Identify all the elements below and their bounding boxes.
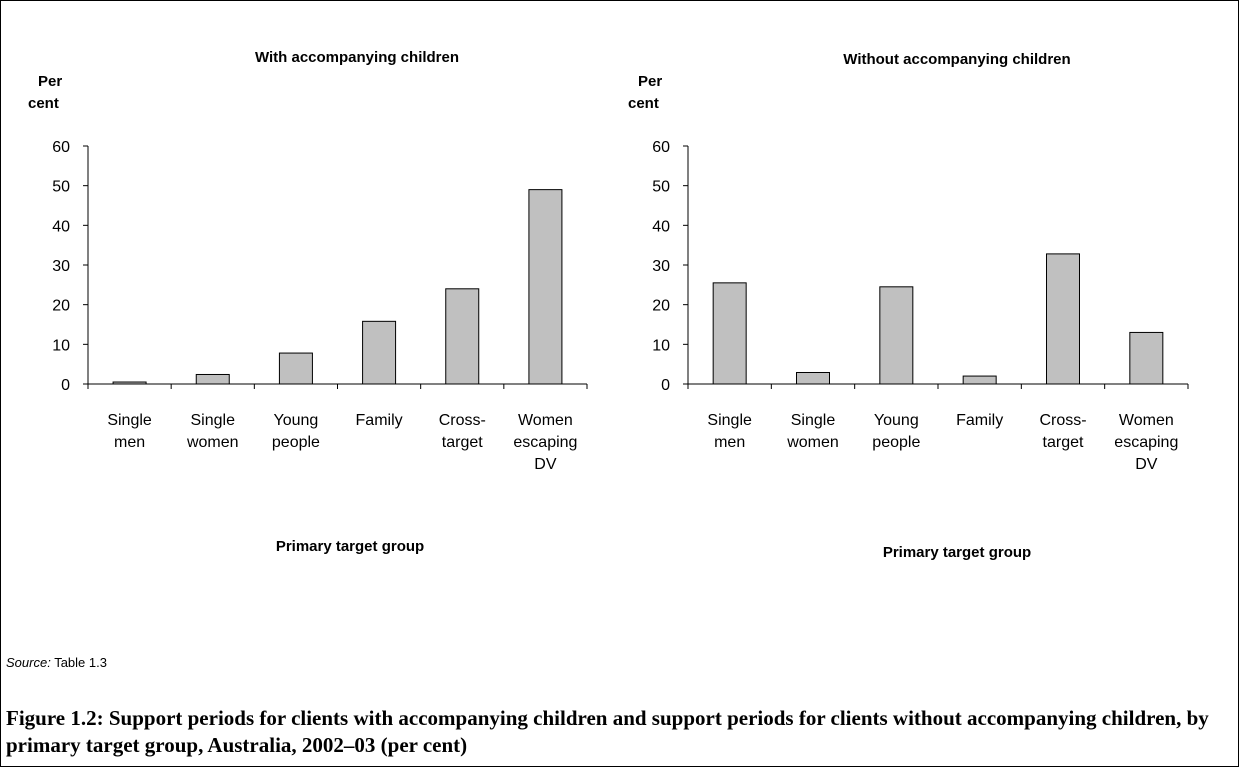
x-tick-label: Cross- bbox=[1039, 412, 1086, 429]
y-axis-label-line2: cent bbox=[628, 95, 659, 112]
y-tick-label: 20 bbox=[652, 298, 670, 315]
y-tick-label: 60 bbox=[52, 139, 70, 156]
bar-left-5 bbox=[528, 189, 563, 385]
source-text: Table 1.3 bbox=[50, 655, 107, 670]
y-tick-label: 60 bbox=[652, 139, 670, 156]
y-tick-label: 40 bbox=[652, 218, 670, 235]
chart-title: Without accompanying children bbox=[843, 51, 1070, 68]
y-tick-label: 50 bbox=[652, 179, 670, 196]
y-tick-label: 40 bbox=[52, 218, 70, 235]
y-axis-label-line2: cent bbox=[28, 95, 59, 112]
x-tick-label: people bbox=[272, 434, 320, 451]
x-tick-label: target bbox=[1043, 434, 1084, 451]
y-axis-label-line1: Per bbox=[38, 73, 62, 90]
chart-with-children: With accompanying children Per cent 0 10 20 30… bbox=[28, 49, 588, 555]
x-tick-label: escaping bbox=[1114, 434, 1178, 451]
x-tick-label: Young bbox=[874, 412, 919, 429]
bar-right-4 bbox=[1046, 253, 1080, 385]
x-tick-label: escaping bbox=[513, 434, 577, 451]
charts-svg: With accompanying children Per cent 0 10 20 30… bbox=[28, 49, 1189, 561]
x-tick-label: Women bbox=[1119, 412, 1174, 429]
x-tick-label: Family bbox=[956, 412, 1003, 429]
chart-title: With accompanying children bbox=[255, 49, 459, 66]
y-tick-label: 30 bbox=[652, 258, 670, 275]
bar-right-1 bbox=[796, 371, 830, 385]
bar-left-1 bbox=[195, 373, 230, 385]
bar-left-2 bbox=[278, 352, 313, 385]
bar-left-0 bbox=[112, 381, 147, 385]
x-axis-label: Primary target group bbox=[883, 544, 1031, 561]
x-tick-label: Single bbox=[191, 412, 236, 429]
y-tick-label: 30 bbox=[52, 258, 70, 275]
bar-left-4 bbox=[445, 288, 480, 385]
y-tick-label: 10 bbox=[652, 337, 670, 354]
bar-right-2 bbox=[879, 286, 914, 385]
bar-right-0 bbox=[712, 282, 747, 385]
x-tick-label: women bbox=[186, 434, 239, 451]
x-tick-label: DV bbox=[1135, 456, 1158, 473]
y-tick-label: 0 bbox=[61, 377, 70, 394]
x-tick-label: people bbox=[872, 434, 920, 451]
x-tick-label: Women bbox=[518, 412, 573, 429]
source-label: Source: bbox=[6, 655, 51, 670]
y-tick-label: 20 bbox=[52, 298, 70, 315]
bar-left-3 bbox=[362, 320, 397, 385]
y-axis-label-line1: Per bbox=[638, 73, 662, 90]
x-tick-label: DV bbox=[534, 456, 557, 473]
x-tick-label: women bbox=[786, 434, 839, 451]
bar-right-3 bbox=[962, 375, 997, 385]
y-tick-label: 10 bbox=[52, 337, 70, 354]
x-tick-label: Single bbox=[791, 412, 836, 429]
x-tick-label: Single bbox=[707, 412, 752, 429]
bar-right-5 bbox=[1129, 331, 1164, 385]
y-tick-label: 0 bbox=[661, 377, 670, 394]
x-tick-label: men bbox=[114, 434, 145, 451]
figure-caption: Figure 1.2: Support periods for clients … bbox=[6, 706, 1209, 757]
x-axis-label: Primary target group bbox=[276, 538, 424, 555]
x-tick-label: target bbox=[442, 434, 483, 451]
source-note: Source: Table 1.3 bbox=[6, 655, 107, 670]
y-tick-label: 50 bbox=[52, 179, 70, 196]
x-tick-label: Family bbox=[356, 412, 403, 429]
x-tick-label: Cross- bbox=[439, 412, 486, 429]
x-tick-label: Single bbox=[107, 412, 152, 429]
x-tick-label: Young bbox=[274, 412, 319, 429]
x-tick-label: men bbox=[714, 434, 745, 451]
chart-without-children: Without accompanying children Per cent 0 10 2… bbox=[628, 51, 1189, 561]
